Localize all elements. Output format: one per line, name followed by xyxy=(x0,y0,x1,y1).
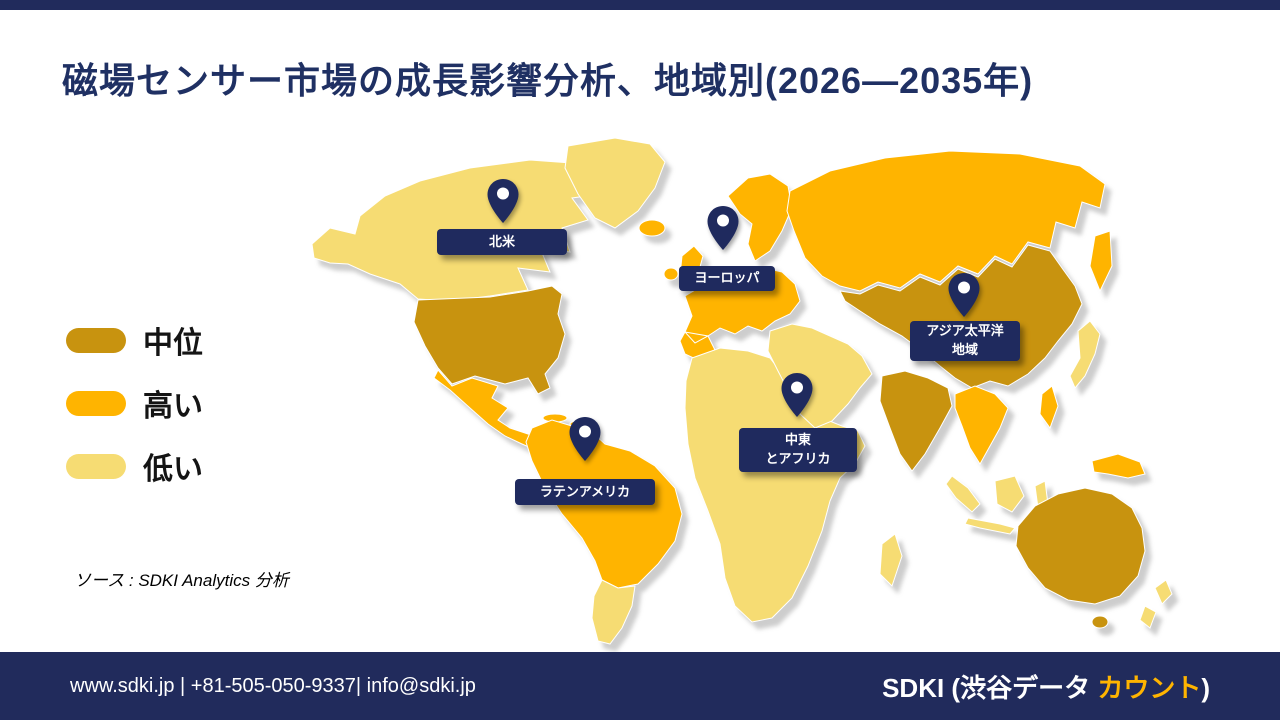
footer-brand: SDKI (渋谷データ カウント) xyxy=(882,668,1210,705)
legend-item-low: 低い xyxy=(66,444,203,488)
map-pin-latin-america-icon xyxy=(569,417,601,461)
country-iceland xyxy=(638,219,666,237)
country-indochina xyxy=(954,385,1009,465)
top-accent-bar xyxy=(0,0,1280,10)
brand-highlight: カウント xyxy=(1097,672,1202,703)
region-label-asia-pacific: アジア太平洋 地域 xyxy=(910,321,1020,361)
region-label-latin-america: ラテンアメリカ xyxy=(515,479,655,505)
legend-swatch-low xyxy=(66,453,126,479)
brand-prefix: SDKI (渋谷データ xyxy=(882,672,1098,703)
country-india xyxy=(879,370,953,472)
legend-label-high: 高い xyxy=(143,390,203,423)
legend-item-medium: 中位 xyxy=(66,318,203,362)
country-scandinavia xyxy=(727,173,793,262)
brand-suffix: ) xyxy=(1201,672,1210,703)
country-australia xyxy=(1015,487,1146,605)
country-greenland xyxy=(564,137,666,229)
map-pin-asia-pacific-icon xyxy=(948,273,980,317)
map-pin-europe-icon xyxy=(707,206,739,250)
country-japan xyxy=(1069,320,1101,389)
country-usa xyxy=(413,285,566,395)
legend-label-medium: 中位 xyxy=(143,327,203,360)
country-mexico xyxy=(433,369,553,453)
country-indonesia xyxy=(945,475,1049,535)
legend-label-low: 低い xyxy=(143,453,203,486)
source-note: ソース : SDKI Analytics 分析 xyxy=(74,571,289,590)
country-tasmania xyxy=(1091,615,1109,629)
legend-swatch-medium xyxy=(66,327,126,353)
map-pin-middle-east-africa-icon xyxy=(781,373,813,417)
region-label-europe: ヨーロッパ xyxy=(679,266,775,291)
world-map-svg xyxy=(311,137,1173,645)
country-madagascar xyxy=(879,533,903,587)
country-new-guinea xyxy=(1091,453,1146,479)
country-russia xyxy=(786,150,1113,293)
country-southern-cone xyxy=(591,579,636,645)
map-pin-north-america-icon xyxy=(487,179,519,223)
region-label-middle-east-africa: 中東 とアフリカ xyxy=(739,428,857,472)
region-label-north-america: 北米 xyxy=(437,229,567,255)
country-new-zealand xyxy=(1139,579,1173,629)
country-ireland xyxy=(663,267,679,281)
growth-legend: 中位 高い 低い xyxy=(66,318,203,507)
country-philippines xyxy=(1039,385,1059,430)
page-title: 磁場センサー市場の成長影響分析、地域別(2026—2035年) xyxy=(62,60,1034,101)
legend-swatch-high xyxy=(66,390,126,416)
footer-contact: www.sdki.jp | +81-505-050-9337| info@sdk… xyxy=(70,674,476,697)
world-map: 北米 ヨーロッパ アジア太平洋 地域 中東 とアフリカ ラテンアメリカ xyxy=(300,136,1215,656)
legend-item-high: 高い xyxy=(66,381,203,425)
footer-bar: www.sdki.jp | +81-505-050-9337| info@sdk… xyxy=(0,652,1280,720)
